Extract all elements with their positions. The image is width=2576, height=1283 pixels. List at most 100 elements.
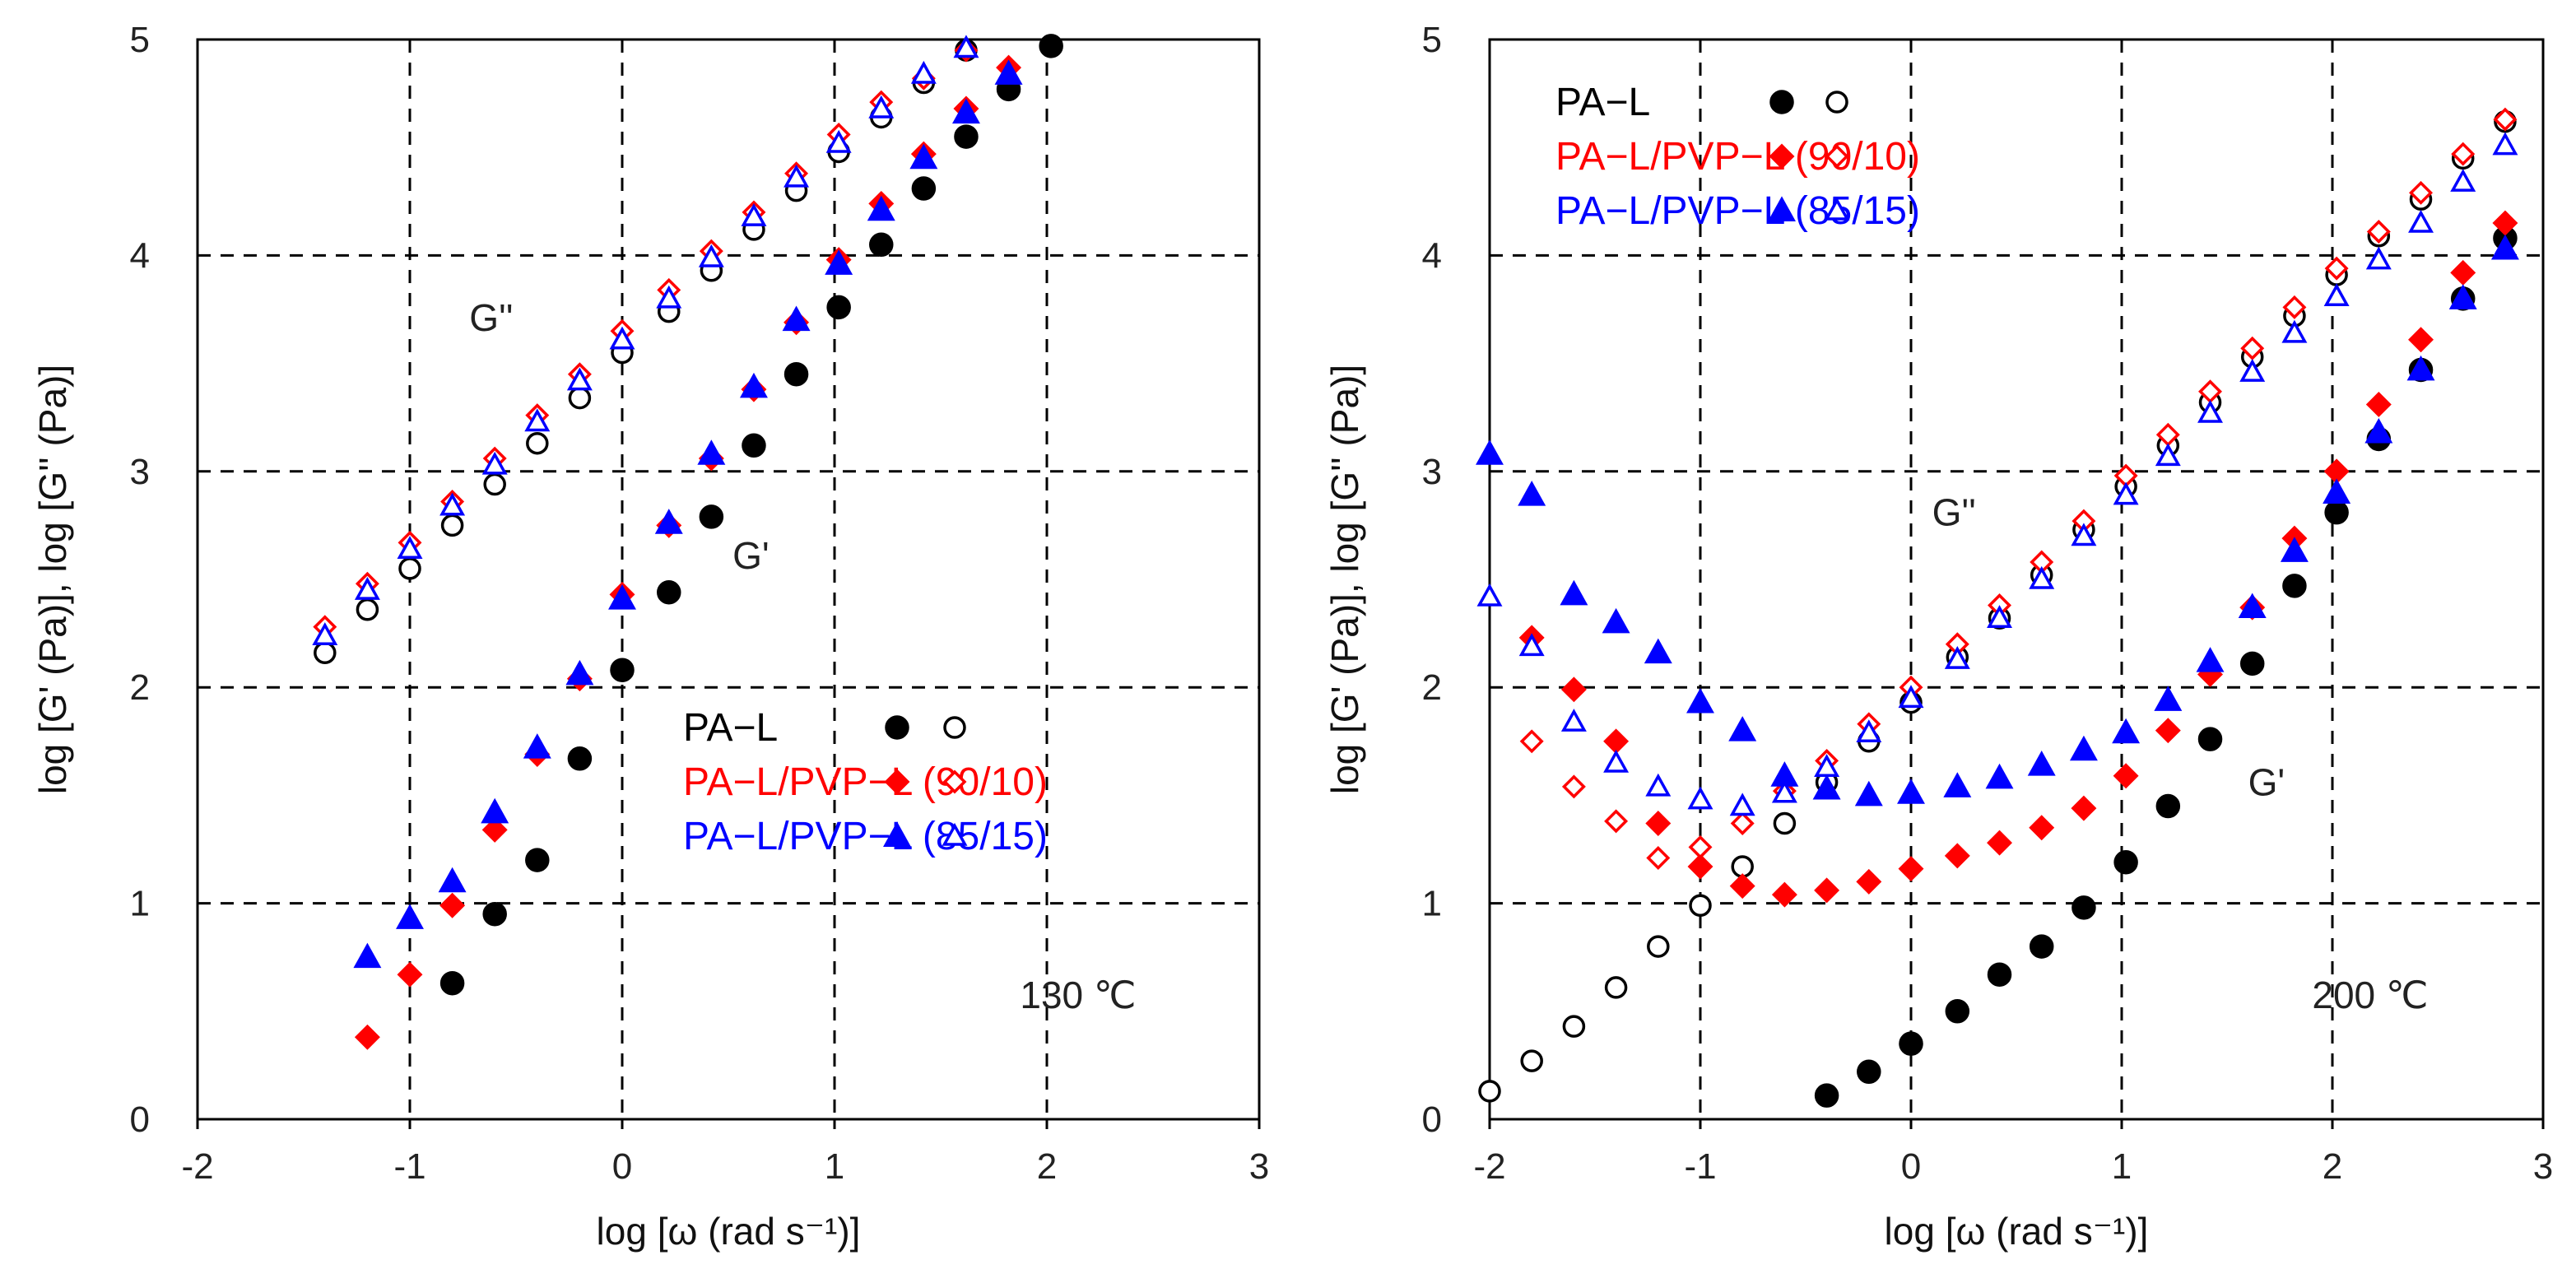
point-pa_l_Gp <box>610 658 635 682</box>
point-pvp_85_Gpp <box>656 285 682 309</box>
point-pvp_85_Gpp <box>2071 523 2097 546</box>
point-pvp_90_Gp <box>1729 873 1755 899</box>
point-pvp_85_Gp <box>2406 355 2435 381</box>
point-pvp_85_Gpp <box>910 60 937 84</box>
point-pa_l_Gp <box>1039 34 1063 58</box>
point-pvp_90_Gp <box>2155 718 2181 744</box>
y-tick-label: 5 <box>1422 20 1442 60</box>
point-pvp_85_Gpp <box>2365 246 2392 270</box>
point-pa_l_Gp <box>954 124 979 149</box>
point-pa_l_Gp <box>2239 651 2265 676</box>
legend-marker-open-pvp_90_10 <box>1825 144 1849 169</box>
point-pvp_85_Gp <box>608 584 636 610</box>
point-pvp_85_Gp <box>1897 779 1925 804</box>
legend-marker-open-pvp_85_15 <box>1824 197 1850 221</box>
point-pvp_85_Gp <box>697 439 726 465</box>
grid <box>1490 40 2543 1119</box>
chart-panel-left: -2 -1 0 1 2 3 0 1 2 3 4 5 log [ω (rad s⁻¹)] log [G' (… <box>31 20 1269 1253</box>
tick-labels: -2 -1 0 1 2 3 0 1 2 3 4 5 <box>130 20 1270 1187</box>
point-pa_l_Gp <box>742 433 766 458</box>
series-pvp_90_Gp <box>1518 210 2518 908</box>
point-pa_l_Gp <box>2324 500 2349 525</box>
point-pvp_85_Gpp <box>609 326 635 350</box>
point-pvp_85_Gpp <box>566 367 593 391</box>
point-pvp_85_Gpp <box>1729 793 1755 816</box>
point-pvp_85_Gp <box>1812 774 1841 800</box>
annotation-g-double-prime: G'' <box>469 296 513 339</box>
point-pvp_90_Gp <box>1987 830 2012 856</box>
x-tick-label: 1 <box>2112 1146 2132 1187</box>
point-pa_l_Gpp <box>1689 894 1712 917</box>
point-pvp_90_Gp <box>2365 391 2392 417</box>
point-pvp_90_Gpp <box>2366 220 2391 244</box>
point-pvp_85_Gp <box>654 509 683 534</box>
point-pa_l_Gpp <box>356 597 379 621</box>
point-pvp_85_Gpp <box>2029 565 2055 589</box>
point-pvp_85_Gp <box>1854 780 1883 807</box>
point-pvp_90_Gp <box>1645 811 1672 836</box>
point-pvp_85_Gpp <box>312 622 338 645</box>
x-tick-label: -1 <box>1684 1146 1716 1187</box>
x-tick-label: 1 <box>825 1146 844 1187</box>
point-pa_l_Gp <box>482 901 507 927</box>
point-pvp_85_Gp <box>2027 751 2056 776</box>
legend-label-pa_l: PA−L <box>683 706 778 750</box>
point-pa_l_Gp <box>2029 934 2054 959</box>
point-pvp_85_Gp <box>481 797 509 824</box>
point-pvp_85_Gpp <box>2492 132 2518 156</box>
legend-marker-filled-pa_l <box>1769 90 1794 114</box>
point-pvp_90_Gp <box>439 892 466 918</box>
series-pvp_85_Gpp <box>312 35 979 645</box>
point-pvp_85_Gp <box>565 659 594 686</box>
point-pa_l_Gp <box>1899 1031 1923 1056</box>
point-pvp_85_Gpp <box>481 451 508 475</box>
point-pvp_85_Gp <box>2154 686 2183 711</box>
point-pvp_90_Gp <box>2071 795 2097 821</box>
legend-marker-filled-pvp_90_10 <box>884 769 910 795</box>
series-pvp_85_Gp <box>353 59 1023 969</box>
legend-label-pvp_85_15: PA−L/PVP−L (85/15) <box>1555 189 1920 233</box>
point-pvp_85_Gpp <box>1560 709 1587 732</box>
point-pvp_85_Gp <box>739 372 768 398</box>
point-pvp_85_Gpp <box>698 244 724 267</box>
point-pvp_85_Gp <box>1560 579 1588 606</box>
point-pvp_90_Gp <box>354 1024 380 1050</box>
plot-frame <box>196 38 1261 1121</box>
legend-label-pvp_85_15: PA−L/PVP−L (85/15) <box>683 815 1048 858</box>
x-axis-title: log [ω (rad s⁻¹)] <box>597 1210 861 1253</box>
legend-marker-open-pvp_85_15 <box>942 822 968 846</box>
point-pvp_85_Gp <box>909 143 938 170</box>
annotation-g-prime: G' <box>2248 760 2285 803</box>
point-pvp_90_Gp <box>1898 856 1924 882</box>
y-tick-label: 2 <box>130 667 150 708</box>
point-pa_l_Gp <box>1814 1083 1839 1108</box>
point-pvp_90_Gp <box>397 961 423 988</box>
annotation-g-double-prime: G'' <box>1932 490 1976 533</box>
point-pvp_85_Gp <box>1943 772 1972 797</box>
y-tick-label: 0 <box>1422 1099 1442 1140</box>
point-pvp_85_Gpp <box>1771 779 1797 803</box>
point-pa_l_Gp <box>2282 574 2307 598</box>
chart-panel-right: -2 -1 0 1 2 3 0 1 2 3 4 5 log [ω (rad s⁻¹)] log [G' (… <box>1323 20 2553 1253</box>
point-pvp_85_Gpp <box>2281 319 2308 343</box>
point-pvp_85_Gp <box>2448 284 2477 309</box>
point-pvp_85_Gp <box>1602 607 1630 634</box>
temperature-label: 130 ℃ <box>1020 974 1136 1016</box>
point-pvp_85_Gp <box>2364 417 2393 444</box>
point-pa_l_Gp <box>2155 793 2181 819</box>
legend-label-pvp_90_10: PA−L/PVP−L (90/10) <box>683 760 1048 804</box>
point-pa_l_Gp <box>657 579 681 605</box>
point-pvp_85_Gpp <box>524 408 551 432</box>
point-pvp_85_Gp <box>2490 234 2519 260</box>
legend-marker-open-pa_l <box>1825 91 1848 114</box>
plot-frame <box>1488 38 2545 1121</box>
legend-marker-filled-pa_l <box>885 715 909 740</box>
series-pvp_90_Gp <box>354 54 1022 1050</box>
point-pvp_85_Gpp <box>2239 358 2266 382</box>
series-pvp_85_Gp <box>1476 234 2519 807</box>
point-pvp_90_Gpp <box>1688 834 1713 859</box>
point-pvp_85_Gpp <box>1987 605 2012 628</box>
series-pa_l_Gp <box>439 34 1063 996</box>
annotation-g-prime: G' <box>732 534 770 577</box>
